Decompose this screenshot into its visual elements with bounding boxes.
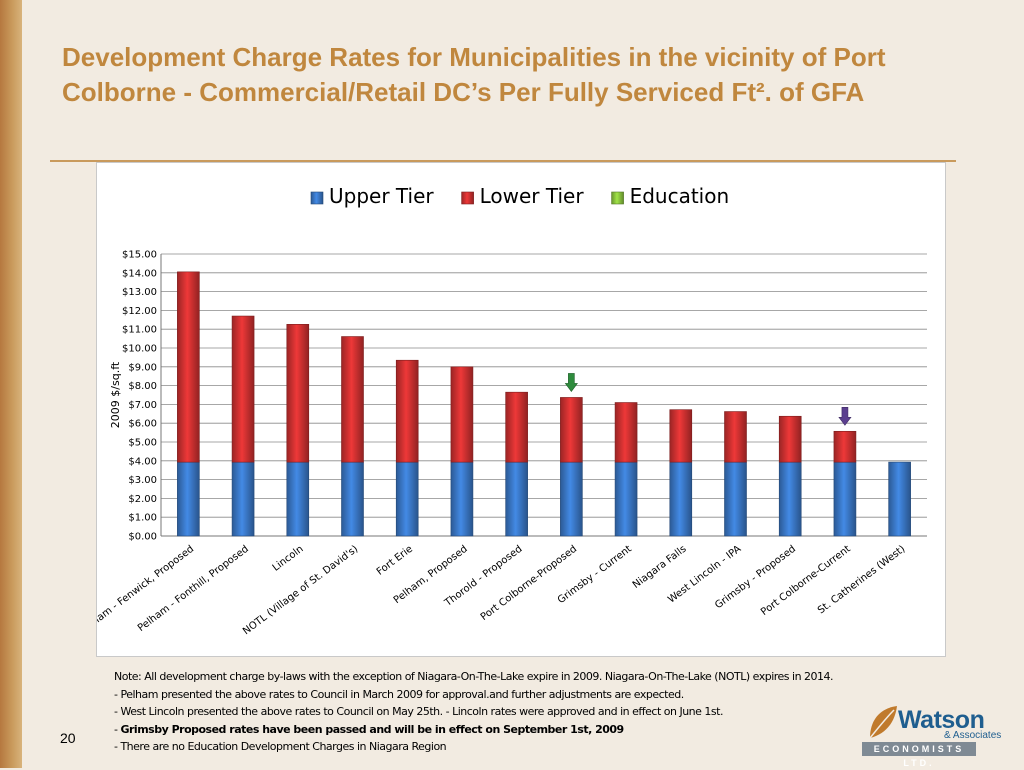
y-tick-label: $7.00 <box>128 400 157 411</box>
bar-upper-tier <box>833 461 857 537</box>
chart-notes: Note: All development charge by-laws wit… <box>114 668 954 756</box>
legend-swatch <box>611 191 624 205</box>
bar-lower-tier <box>177 271 200 463</box>
logo-subtitle: & Associates <box>944 730 1002 741</box>
x-tick-label: Port Colborne-Current <box>759 544 853 618</box>
bar-lower-tier <box>724 411 747 463</box>
legend-label: Upper Tier <box>329 184 434 208</box>
bar-upper-tier <box>286 461 310 537</box>
slide-title: Development Charge Rates for Municipalit… <box>62 40 982 110</box>
note-line: - Pelham presented the above rates to Co… <box>114 687 684 701</box>
slide-title-line2: Colborne - Commercial/Retail DC’s Per Fu… <box>62 77 865 107</box>
slide-side-bar <box>0 0 22 768</box>
legend-swatch <box>461 191 474 205</box>
note-line: - There are no Education Development Cha… <box>114 740 447 753</box>
bar-lower-tier <box>231 315 255 463</box>
x-tick-label: Fort Erie <box>375 544 415 578</box>
bar-upper-tier <box>450 461 474 537</box>
bar-lower-tier <box>833 430 857 463</box>
x-tick-label: Lincoln <box>271 544 306 574</box>
note-line: - West Lincoln presented the above rates… <box>114 705 723 718</box>
y-tick-label: $10.00 <box>122 344 157 355</box>
note-prefix: - <box>114 722 121 736</box>
bar-upper-tier <box>231 461 255 537</box>
x-tick-label: NOTL (Village of St. David's) <box>241 544 360 638</box>
y-tick-label: $14.00 <box>122 268 157 279</box>
legend-label: Lower Tier <box>480 184 585 208</box>
legend-swatch <box>310 191 324 205</box>
bar-upper-tier <box>341 461 364 537</box>
logo-band: ECONOMISTS LTD. <box>862 742 976 768</box>
x-tick-label: Pelham - Fonthill, Proposed <box>136 544 251 634</box>
company-logo: Watson & Associates ECONOMISTS LTD. <box>858 704 1001 768</box>
bar-lower-tier <box>778 415 802 463</box>
y-tick-label: $1.00 <box>128 513 157 524</box>
bar-upper-tier <box>778 461 802 537</box>
bar-lower-tier <box>614 402 638 463</box>
bar-lower-tier <box>505 391 528 463</box>
y-tick-label: $4.00 <box>128 456 157 467</box>
bar-upper-tier <box>505 461 528 537</box>
note-line: - Grimsby Proposed rates have been passe… <box>114 721 954 739</box>
y-tick-label: $11.00 <box>122 325 157 336</box>
page-number: 20 <box>60 730 76 746</box>
x-tick-label: Niagara Falls <box>631 544 689 591</box>
y-tick-label: $0.00 <box>128 532 157 543</box>
bar-lower-tier <box>341 336 364 463</box>
y-tick-label: $12.00 <box>122 306 157 317</box>
y-tick-label: $3.00 <box>128 475 157 486</box>
leaf-logo-icon <box>869 706 897 739</box>
bar-upper-tier <box>888 461 911 537</box>
bar-upper-tier <box>669 461 693 537</box>
note-bold-text: Grimsby Proposed rates have been passed … <box>120 722 624 736</box>
y-tick-label: $13.00 <box>122 287 157 298</box>
title-divider <box>50 160 956 162</box>
chart-frame: $0.00 $1.00 $2.00 $3.00 $4.00 $5.00 $6.00 $7.00… <box>96 162 946 657</box>
stacked-bar-chart: $0.00 $1.00 $2.00 $3.00 $4.00 $5.00 $6.00 $7.00… <box>97 184 927 638</box>
slide-title-line1: Development Charge Rates for Municipalit… <box>62 42 886 72</box>
y-tick-label: $5.00 <box>128 438 157 449</box>
y-tick-label: $9.00 <box>128 362 157 373</box>
bar-lower-tier <box>286 324 310 463</box>
bar-lower-tier <box>450 366 474 463</box>
bar-upper-tier <box>724 461 747 537</box>
y-axis-label: 2009 $/sq.ft <box>109 361 122 428</box>
y-tick-label: $6.00 <box>128 419 157 430</box>
down-arrow-icon <box>838 406 852 426</box>
bar-upper-tier <box>560 461 583 537</box>
y-tick-label: $15.00 <box>122 250 157 261</box>
down-arrow-icon <box>564 373 578 392</box>
y-tick-label: $8.00 <box>128 381 157 392</box>
legend-label: Education <box>630 184 730 208</box>
bar-upper-tier <box>614 461 638 537</box>
bar-upper-tier <box>395 461 419 537</box>
bar-lower-tier <box>669 409 693 463</box>
bar-upper-tier <box>177 461 200 537</box>
note-line: Note: All development charge by-laws wit… <box>114 670 834 683</box>
x-tick-label: Port Colborne-Proposed <box>479 544 579 623</box>
logo-name: Watson <box>898 706 985 734</box>
y-tick-label: $2.00 <box>128 494 157 505</box>
bar-lower-tier <box>395 359 419 463</box>
bar-lower-tier <box>560 397 583 463</box>
x-tick-label: St. Catherines (West) <box>816 544 908 617</box>
